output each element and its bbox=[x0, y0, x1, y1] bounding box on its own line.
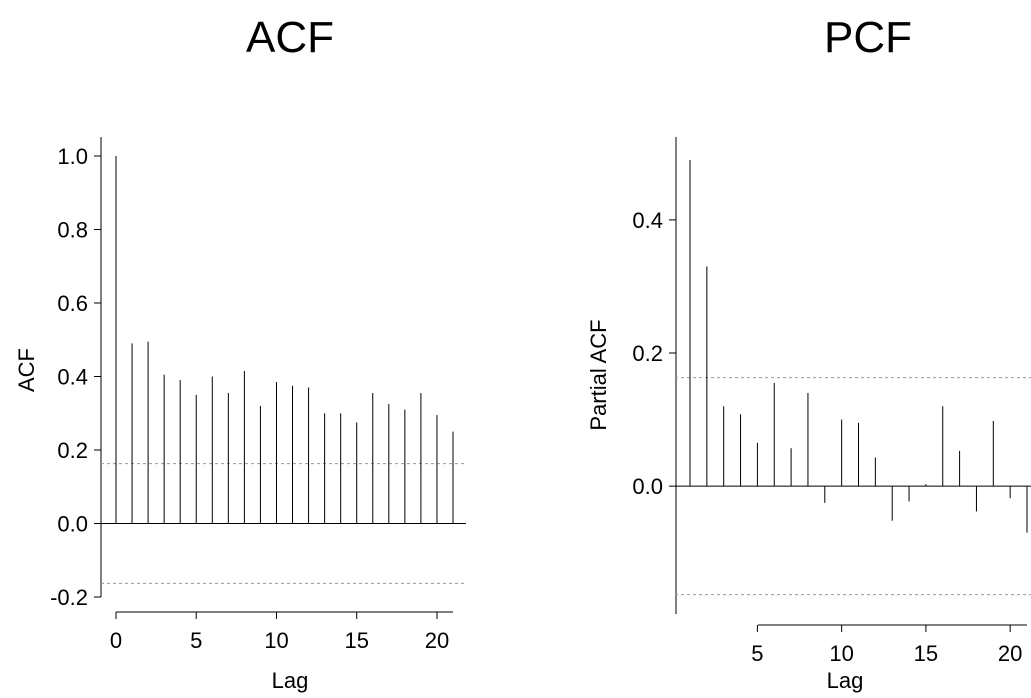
chart-0-x-tick-label: 20 bbox=[425, 628, 449, 653]
chart-1-y-tick-label: 0.2 bbox=[632, 341, 663, 366]
chart-1-x-axis-label: Lag bbox=[827, 668, 864, 693]
chart-1-x-tick-label: 5 bbox=[751, 641, 763, 666]
chart-1-x-tick-label: 10 bbox=[829, 641, 853, 666]
chart-1-y-tick-label: 0.4 bbox=[632, 208, 663, 233]
chart-0-y-tick-label: 0.2 bbox=[57, 438, 88, 463]
chart-0-x-tick-label: 10 bbox=[264, 628, 288, 653]
chart-1-x-tick-label: 20 bbox=[998, 641, 1022, 666]
chart-1-y-axis-label: Partial ACF bbox=[586, 319, 611, 430]
chart-0-title: ACF bbox=[246, 13, 334, 62]
chart-0-y-tick-label: 0.8 bbox=[57, 218, 88, 243]
chart-0-x-tick-label: 15 bbox=[344, 628, 368, 653]
chart-0-y-axis-label: ACF bbox=[14, 348, 39, 392]
chart-0-x-axis-label: Lag bbox=[272, 668, 309, 693]
chart-1-y-tick-label: 0.0 bbox=[632, 474, 663, 499]
chart-0-y-tick-label: 0.0 bbox=[57, 512, 88, 537]
chart-1-title: PCF bbox=[824, 13, 912, 62]
chart-0-y-tick-label: 0.6 bbox=[57, 291, 88, 316]
chart-0-y-tick-label: 0.4 bbox=[57, 365, 88, 390]
chart-0-y-tick-label: 1.0 bbox=[57, 144, 88, 169]
chart-0-y-tick-label: -0.2 bbox=[50, 585, 88, 610]
chart-0-x-tick-label: 0 bbox=[110, 628, 122, 653]
chart-0-x-tick-label: 5 bbox=[190, 628, 202, 653]
chart-1-x-tick-label: 15 bbox=[914, 641, 938, 666]
